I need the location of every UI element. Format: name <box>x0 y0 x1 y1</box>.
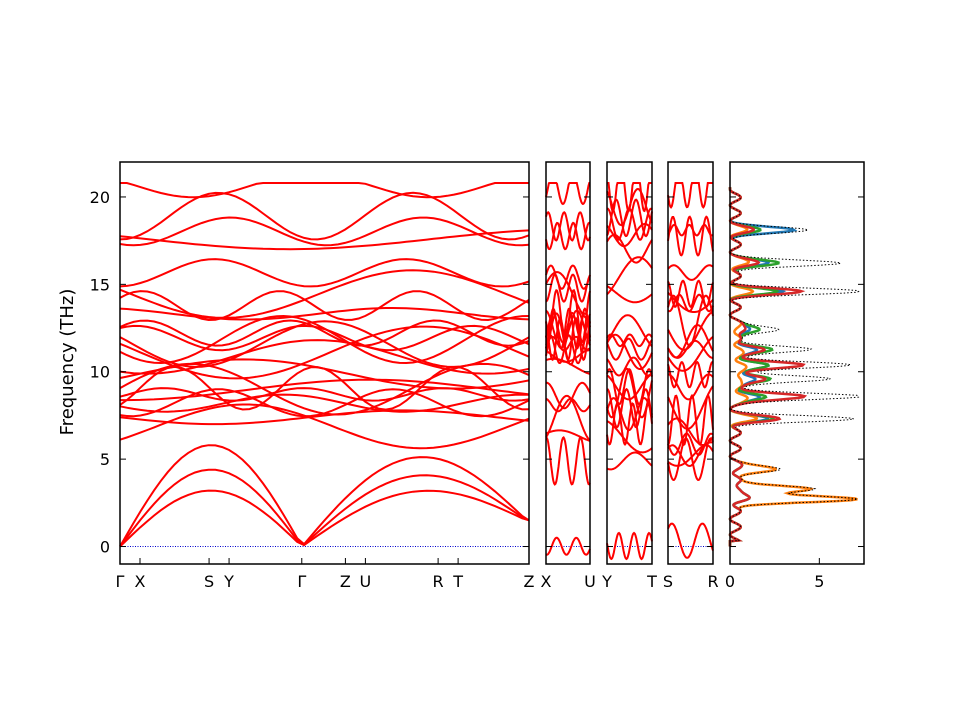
band-line <box>667 432 714 456</box>
band-line <box>667 294 714 347</box>
band-line <box>120 182 529 199</box>
band-line <box>606 531 653 561</box>
x-tick-label: Z <box>524 572 535 591</box>
band-line <box>606 337 653 361</box>
band-panel-frame <box>545 161 591 565</box>
band-line <box>667 385 714 430</box>
band-line <box>119 489 530 548</box>
band-line <box>667 437 714 482</box>
band-line <box>119 362 530 416</box>
band-panel-frame <box>119 161 530 565</box>
band-line <box>119 216 530 247</box>
band-line <box>606 314 653 348</box>
band-line <box>667 324 714 359</box>
band-line <box>606 285 653 304</box>
band-line <box>606 256 653 296</box>
band-line <box>545 436 591 486</box>
band-line <box>545 536 591 556</box>
dos-total-line <box>729 187 860 547</box>
band-line <box>606 420 653 454</box>
band-line <box>606 356 653 377</box>
band-line <box>606 198 653 238</box>
x-tick-label: S <box>204 572 214 591</box>
x-tick-label: T <box>452 572 463 591</box>
band-line <box>606 233 653 264</box>
band-panel-frame <box>606 161 653 565</box>
x-tick-label: Γ <box>116 572 125 591</box>
band-line <box>606 397 653 432</box>
y-tick-label: 10 <box>90 363 110 382</box>
band-line <box>119 387 530 402</box>
band-line <box>119 269 530 319</box>
dos-x-tick-label: 0 <box>725 572 735 591</box>
band-line <box>545 311 591 344</box>
dos-panel-frame <box>729 161 865 565</box>
band-line <box>119 393 530 413</box>
band-line <box>545 429 591 442</box>
band-line <box>119 290 530 322</box>
band-line <box>667 223 714 237</box>
band-line <box>119 468 530 548</box>
band-line <box>545 182 591 206</box>
x-tick-label: X <box>541 572 552 591</box>
x-tick-label: Γ <box>297 572 306 591</box>
x-tick-label: T <box>646 572 657 591</box>
band-line <box>667 215 714 257</box>
band-line <box>119 314 530 365</box>
band-line <box>545 335 591 352</box>
x-tick-label: R <box>433 572 444 591</box>
x-tick-label: Z <box>340 572 351 591</box>
band-line <box>606 222 653 248</box>
band-line <box>667 264 714 281</box>
band-line <box>119 339 530 375</box>
band-line <box>545 381 591 410</box>
band-line <box>545 211 591 242</box>
band-line <box>667 182 713 209</box>
band-line <box>667 360 714 389</box>
band-line <box>667 373 714 401</box>
band-line <box>119 319 530 347</box>
band-line <box>606 368 653 406</box>
band-line <box>119 444 530 547</box>
dos-x-tick-label: 5 <box>814 572 824 591</box>
y-tick-label: 5 <box>100 450 110 469</box>
band-line <box>667 522 714 559</box>
y-tick-label: 20 <box>90 188 110 207</box>
band-line <box>545 394 591 442</box>
y-axis-label: Frequency (THz) <box>57 289 78 436</box>
band-line <box>606 402 653 446</box>
band-line <box>119 191 530 241</box>
band-line <box>606 187 653 227</box>
band-line <box>545 273 591 303</box>
y-tick-label: 0 <box>100 538 110 557</box>
band-line <box>667 336 714 372</box>
band-line <box>119 403 530 450</box>
x-tick-label: U <box>584 572 596 591</box>
x-tick-label: X <box>135 572 146 591</box>
x-tick-label: Y <box>223 572 234 591</box>
band-line <box>606 333 653 348</box>
y-tick-label: 15 <box>90 275 110 294</box>
band-line <box>119 258 530 288</box>
x-tick-label: Y <box>601 572 612 591</box>
band-line <box>606 333 653 370</box>
x-tick-label: U <box>360 572 372 591</box>
band-panel-frame <box>667 161 714 565</box>
band-line <box>545 397 591 413</box>
band-line <box>606 451 653 471</box>
x-tick-label: R <box>707 572 718 591</box>
x-tick-label: S <box>663 572 673 591</box>
band-line <box>545 264 591 290</box>
band-line <box>119 229 530 251</box>
